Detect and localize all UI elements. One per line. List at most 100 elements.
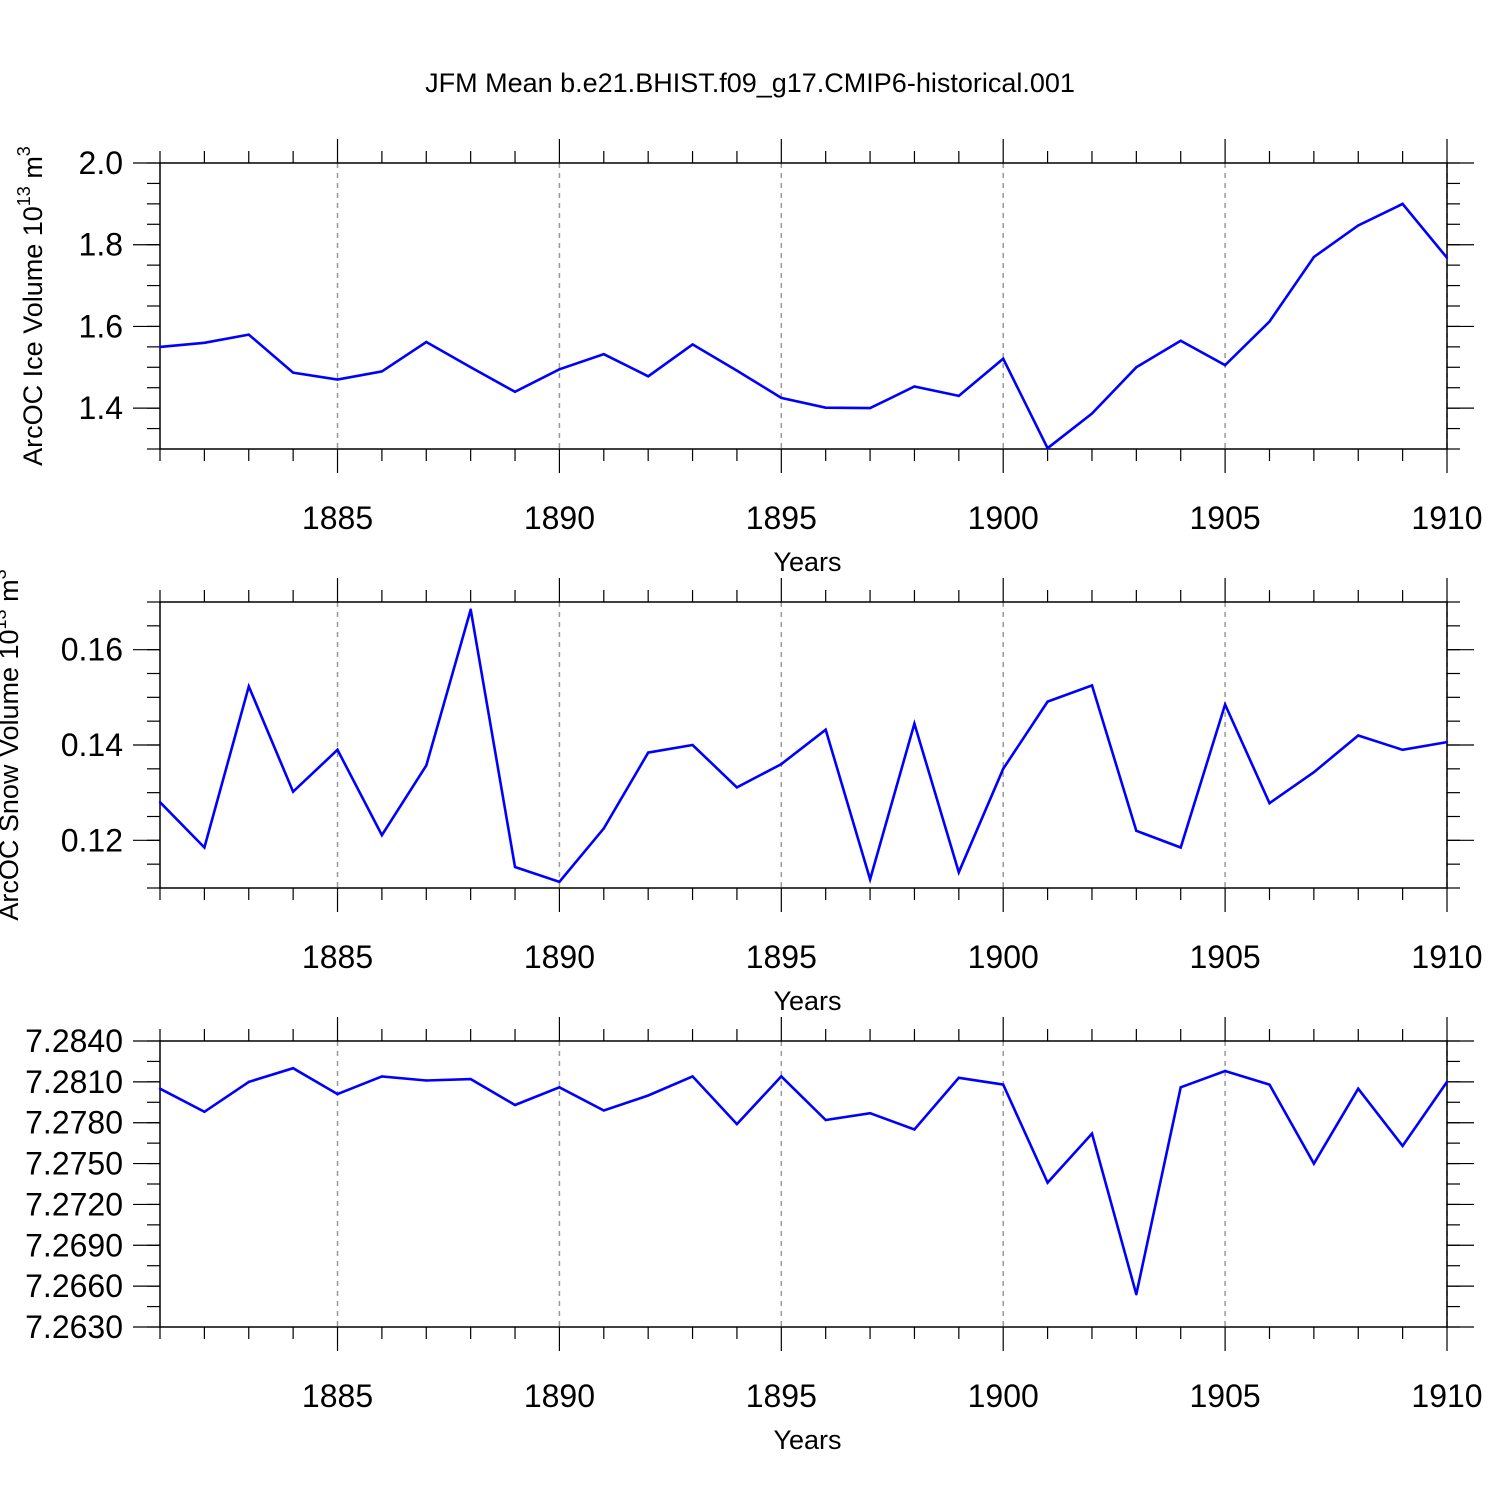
data-point <box>1135 1293 1138 1296</box>
data-point <box>646 375 650 378</box>
data-point <box>247 1080 250 1084</box>
data-point <box>1135 829 1138 832</box>
plot-frame <box>159 601 1448 889</box>
x-tick-label: 1900 <box>968 500 1039 536</box>
data-point <box>1357 1087 1360 1090</box>
x-axis-label: Years <box>773 1425 841 1455</box>
y-tick-label: 7.2660 <box>25 1268 123 1304</box>
data-point <box>868 406 872 410</box>
data-point <box>291 790 295 793</box>
data-point <box>1445 256 1449 259</box>
data-point <box>691 743 694 747</box>
panel-3: 1885 1890 1895 1900 1905 1910 Years 7.2630 7.266… <box>25 1017 1483 1455</box>
data-point <box>646 1094 650 1097</box>
data-point <box>1002 767 1005 771</box>
data-point <box>336 1092 339 1096</box>
chart-title: JFM Mean b.e21.BHIST.f09_g17.CMIP6-histo… <box>425 68 1075 98</box>
data-point <box>691 1075 694 1078</box>
data-point <box>1445 1080 1449 1084</box>
x-tick-label: 1885 <box>302 500 373 536</box>
data-point <box>425 340 428 344</box>
data-point <box>957 1076 961 1079</box>
data-point <box>203 1110 206 1114</box>
data-point <box>1046 446 1049 450</box>
data-point <box>1357 734 1360 737</box>
x-tick-label: 1900 <box>968 1378 1039 1414</box>
data-point <box>913 385 916 388</box>
y-tick-label: 7.2780 <box>25 1105 123 1141</box>
y-tick-label: 7.2690 <box>25 1227 123 1263</box>
data-point <box>291 371 295 374</box>
data-point <box>913 722 916 725</box>
data-point <box>1445 740 1449 744</box>
data-point <box>247 333 250 336</box>
y-tick-label: 0.12 <box>61 822 123 858</box>
data-point <box>1223 364 1227 367</box>
data-point <box>735 369 739 372</box>
data-point <box>646 751 650 754</box>
data-point <box>558 368 561 371</box>
data-point <box>824 1118 827 1122</box>
data-point <box>380 370 384 373</box>
data-point <box>158 345 162 349</box>
x-tick-label: 1910 <box>1411 500 1482 536</box>
series-line <box>159 609 1448 885</box>
x-tick-label: 1900 <box>968 939 1039 975</box>
x-tick-label: 1895 <box>746 500 817 536</box>
x-tick-label: 1910 <box>1411 939 1482 975</box>
x-tick-label: 1905 <box>1190 500 1261 536</box>
data-point <box>1002 1083 1005 1086</box>
data-point <box>336 748 339 751</box>
series-line <box>159 202 1449 451</box>
data-point <box>380 1075 384 1078</box>
data-point <box>824 406 827 409</box>
x-tick-label: 1885 <box>302 1378 373 1414</box>
data-point <box>602 353 605 356</box>
x-tick-label: 1910 <box>1411 1378 1482 1414</box>
y-tick-label: 1.8 <box>79 227 123 263</box>
data-point <box>1312 1162 1316 1165</box>
panel-2: 1885 1890 1895 1900 1905 1910 Years 0.12 0.14 0.1… <box>0 569 1483 1016</box>
data-point <box>1401 202 1404 206</box>
data-point <box>158 801 162 804</box>
data-point <box>1312 255 1316 259</box>
data-point <box>1046 1181 1049 1184</box>
x-tick-label: 1895 <box>746 939 817 975</box>
data-point <box>336 378 339 381</box>
y-tick-label: 7.2810 <box>25 1064 123 1100</box>
data-point <box>780 396 783 400</box>
data-point <box>957 871 961 874</box>
data-point <box>513 390 517 393</box>
data-point <box>1357 224 1360 227</box>
x-tick-label: 1890 <box>524 500 595 536</box>
plot-frame <box>159 1040 1448 1328</box>
series-line <box>159 1066 1449 1295</box>
data-point <box>957 394 961 398</box>
data-point <box>1090 412 1094 415</box>
x-tick-label: 1885 <box>302 939 373 975</box>
data-point <box>1223 1069 1227 1073</box>
y-axis-label: ArcOC Snow Volume 1013 m3 <box>0 569 24 920</box>
data-point <box>868 878 872 881</box>
y-axis-label: ArcOC Ice Volume 1013 m3 <box>14 146 48 466</box>
x-axis-label: Years <box>773 547 841 577</box>
data-point <box>1268 1083 1271 1086</box>
data-point <box>1223 703 1227 706</box>
data-point <box>513 865 517 869</box>
plot-frame <box>159 162 1448 450</box>
data-point <box>1002 357 1005 360</box>
x-tick-label: 1890 <box>524 939 595 975</box>
data-point <box>1312 770 1316 774</box>
data-point <box>1179 1086 1182 1089</box>
y-tick-label: 1.4 <box>79 390 123 426</box>
data-point <box>1401 748 1404 751</box>
data-point <box>868 1111 872 1115</box>
data-point <box>1135 366 1138 369</box>
data-point <box>1268 320 1271 323</box>
data-point <box>247 685 250 688</box>
data-point <box>1090 1132 1094 1135</box>
data-point <box>1046 700 1049 703</box>
x-tick-label: 1895 <box>746 1378 817 1414</box>
data-point <box>1090 684 1094 687</box>
data-point <box>425 764 428 767</box>
